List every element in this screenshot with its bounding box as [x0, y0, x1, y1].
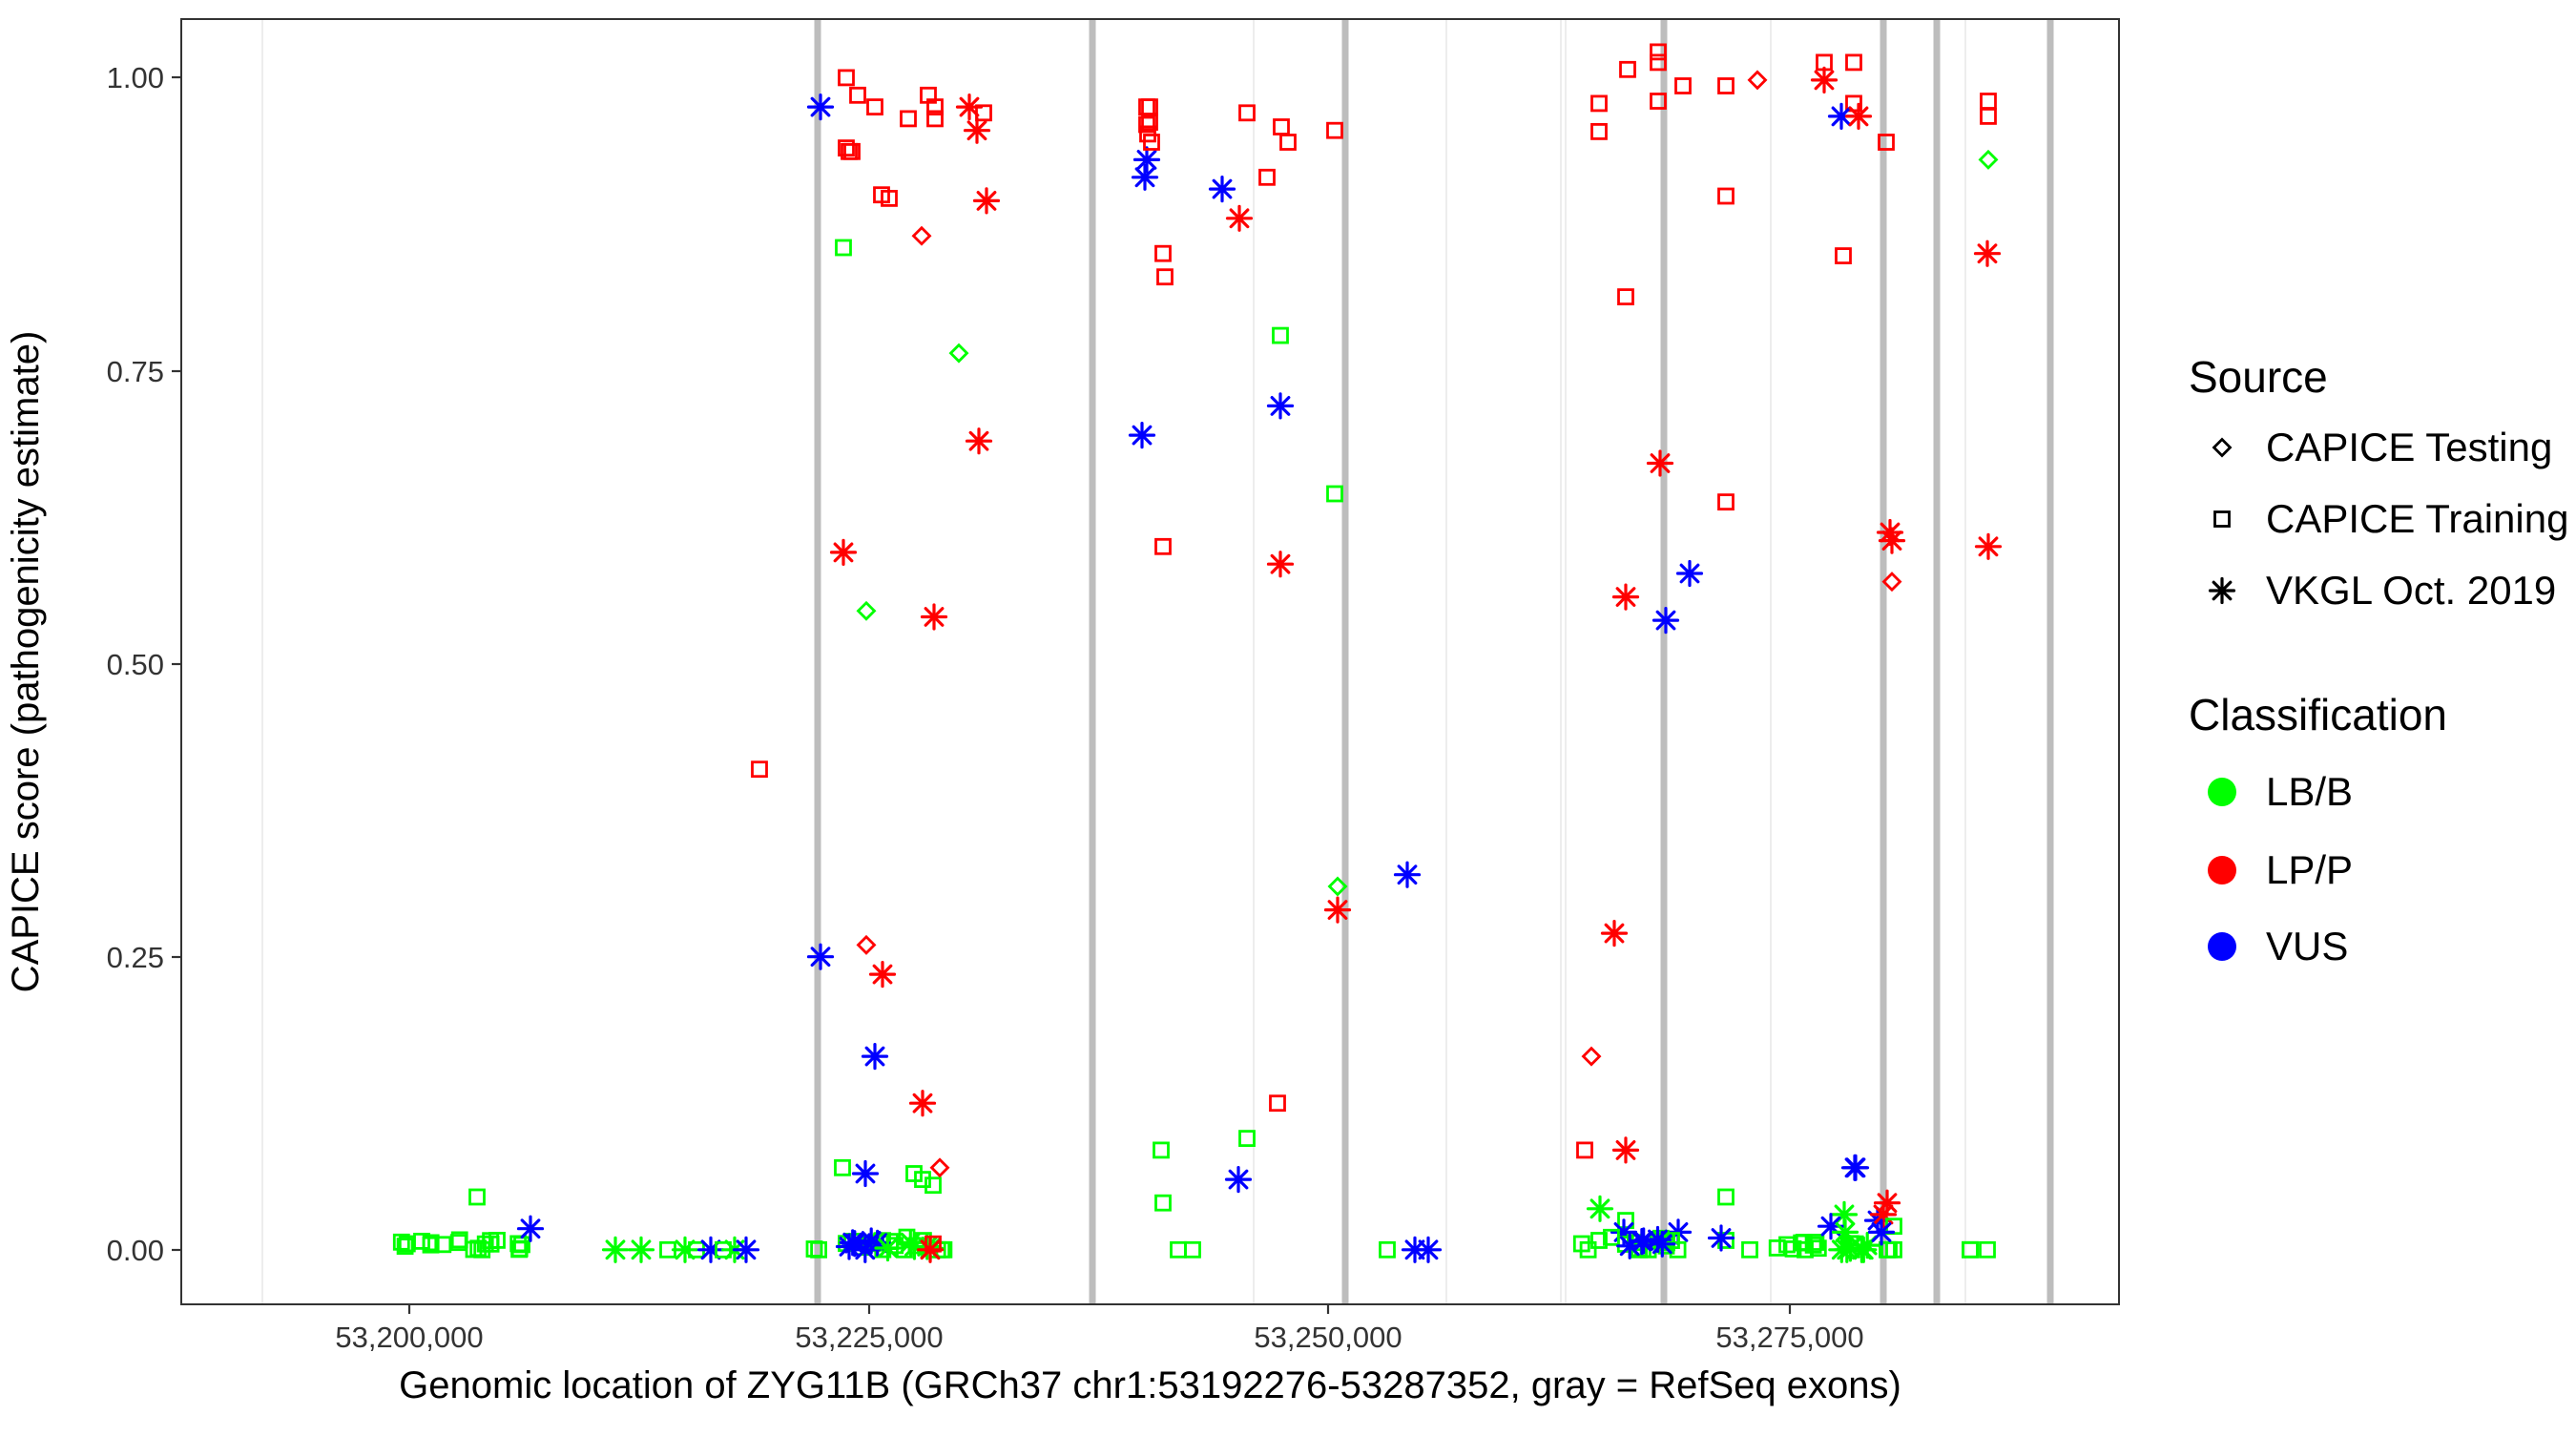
svg-text:CAPICE Testing: CAPICE Testing [2266, 425, 2552, 469]
svg-text:VKGL Oct. 2019: VKGL Oct. 2019 [2266, 568, 2556, 613]
svg-text:53,250,000: 53,250,000 [1254, 1321, 1402, 1354]
svg-text:Source: Source [2189, 352, 2328, 402]
svg-text:CAPICE Training: CAPICE Training [2266, 496, 2568, 541]
svg-text:LB/B: LB/B [2266, 769, 2353, 814]
svg-text:0.25: 0.25 [107, 941, 164, 974]
svg-text:Genomic location of ZYG11B (GR: Genomic location of ZYG11B (GRCh37 chr1:… [399, 1364, 1901, 1406]
svg-text:CAPICE score (pathogenicity es: CAPICE score (pathogenicity estimate) [5, 331, 47, 993]
svg-text:0.50: 0.50 [107, 648, 164, 681]
svg-text:0.75: 0.75 [107, 355, 164, 388]
svg-text:VUS: VUS [2266, 924, 2348, 968]
svg-text:Classification: Classification [2189, 690, 2447, 739]
svg-text:LP/P: LP/P [2266, 847, 2353, 892]
svg-text:53,200,000: 53,200,000 [335, 1321, 483, 1354]
svg-text:53,275,000: 53,275,000 [1715, 1321, 1863, 1354]
svg-text:0.00: 0.00 [107, 1234, 164, 1267]
svg-text:53,225,000: 53,225,000 [795, 1321, 943, 1354]
svg-text:1.00: 1.00 [107, 61, 164, 94]
